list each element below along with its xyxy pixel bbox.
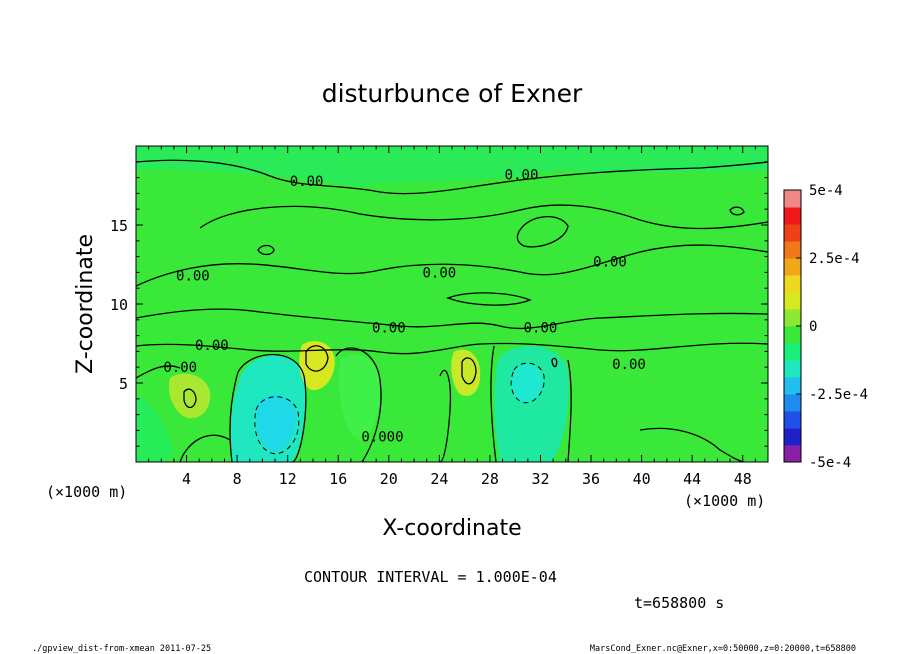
colorbar-cell: [784, 326, 801, 344]
y-tick-label: 15: [110, 217, 128, 235]
x-tick-label: 8: [233, 470, 242, 488]
contour-line: [551, 357, 558, 368]
x-axis-label: X-coordinate: [382, 516, 521, 541]
contour-line-negative: [254, 396, 300, 455]
contour-line: [179, 434, 231, 462]
colorbar-cell: [784, 377, 801, 395]
colorbar-tick-label: 0: [809, 319, 817, 335]
contour-label: 0.00: [524, 321, 558, 337]
colorbar-tick-label: -5e-4: [809, 455, 851, 471]
colorbar-cell: [784, 275, 801, 293]
colorbar: [784, 190, 801, 463]
contour-line: [136, 308, 768, 330]
contour-line: [136, 244, 768, 287]
contour-line: [136, 365, 181, 379]
colorbar-cell: [784, 360, 801, 378]
colorbar-tick-label: 5e-4: [809, 183, 843, 199]
contour-line: [335, 347, 382, 462]
x-tick-label: 44: [683, 470, 701, 488]
field-region-positive-1: [299, 341, 335, 391]
colorbar-tick-label: -2.5e-4: [809, 387, 868, 403]
y-ticks: 5 10 15: [110, 161, 768, 447]
x-tick-label: 28: [481, 470, 499, 488]
colorbar-cell: [784, 190, 801, 208]
colorbar-cell: [784, 394, 801, 412]
x-unit-right: (×1000 m): [684, 492, 765, 510]
x-tick-label: 36: [582, 470, 600, 488]
colorbar-cell: [784, 428, 801, 446]
contour-line: [183, 388, 197, 409]
field-region-negative-2b: [510, 364, 543, 403]
contour-line: [439, 369, 452, 462]
field-region-band: [338, 354, 381, 440]
contour-line: [490, 345, 497, 462]
contour-line: [446, 292, 532, 306]
colorbar-tick-label: 2.5e-4: [809, 251, 860, 267]
footer-left: ./gpview_dist-from-xmean 2011-07-25: [32, 644, 211, 654]
field-shapes: [136, 146, 768, 462]
y-axis-label: Z-coordinate: [73, 234, 98, 374]
colorbar-cell: [784, 343, 801, 361]
contour-line: [516, 215, 569, 248]
x-tick-label: 12: [279, 470, 297, 488]
plot-area: 0.00 0.00 0.00 0.00 0.00 0.00 0.00 0.00 0.00 0.00…: [136, 146, 768, 462]
x-unit-left: (×1000 m): [46, 483, 127, 501]
y-tick-label: 5: [119, 375, 128, 393]
contour-label: 0.00: [290, 174, 324, 190]
colorbar-cell: [784, 292, 801, 310]
contour-line: [257, 244, 275, 256]
contour-line: [136, 342, 768, 355]
contour-line: [136, 159, 768, 195]
footer-right: MarsCond_Exner.nc@Exner,x=0:50000,z=0:20…: [590, 644, 856, 654]
contour-labels: 0.00 0.00 0.00 0.00 0.00 0.00 0.00 0.00 0.00 0.00…: [163, 167, 645, 445]
contour-line: [461, 357, 477, 385]
colorbar-cell: [784, 258, 801, 276]
contour-label: 0.00: [195, 338, 229, 354]
contour-line: [305, 345, 329, 372]
x-tick-label: 40: [633, 470, 651, 488]
contour-label: 0.00: [612, 357, 646, 373]
field-region-left: [136, 395, 173, 462]
negative-contours: [254, 362, 545, 455]
contour-label: 0.00: [593, 254, 627, 270]
field-region-top: [136, 146, 768, 186]
contour-label: 0.00: [176, 269, 210, 285]
x-tick-label: 4: [182, 470, 191, 488]
colorbar-cell: [784, 309, 801, 327]
colorbar-ticks: 5e-4 2.5e-4 0 -2.5e-4 -5e-4: [796, 183, 868, 471]
x-ticks: 4 8 12 16 20 24 28 32 36 40 44 48: [148, 146, 756, 488]
time-note: t=658800 s: [634, 594, 724, 612]
colorbar-cell: [784, 207, 801, 225]
contour-label: 0.000: [361, 430, 403, 446]
contour-line: [639, 427, 746, 462]
colorbar-cell: [784, 411, 801, 429]
field-region-negative-1b: [256, 395, 297, 452]
colorbar-cell: [784, 224, 801, 242]
contour-label: 0.00: [505, 167, 539, 183]
x-tick-label: 16: [329, 470, 347, 488]
x-tick-label: 24: [430, 470, 448, 488]
colorbar-cell: [784, 445, 801, 463]
x-tick-label: 20: [380, 470, 398, 488]
contour-line: [229, 371, 239, 462]
contour-label: 0.00: [163, 360, 197, 376]
x-tick-label: 48: [734, 470, 752, 488]
x-tick-label: 32: [531, 470, 549, 488]
contour-line: [567, 359, 572, 462]
contour-label: 0.00: [423, 265, 457, 281]
contour-line-negative: [510, 362, 545, 404]
field-region-positive-3: [168, 373, 211, 419]
contour-line: [729, 206, 745, 216]
contour-lines: [136, 159, 768, 462]
contour-line: [237, 354, 307, 462]
colorbar-cell: [784, 241, 801, 259]
contour-label: 0.00: [372, 321, 406, 337]
chart-title: disturbunce of Exner: [322, 79, 583, 108]
contour-interval-note: CONTOUR INTERVAL = 1.000E-04: [304, 568, 557, 586]
contour-line: [199, 204, 768, 230]
y-tick-label: 10: [110, 296, 128, 314]
